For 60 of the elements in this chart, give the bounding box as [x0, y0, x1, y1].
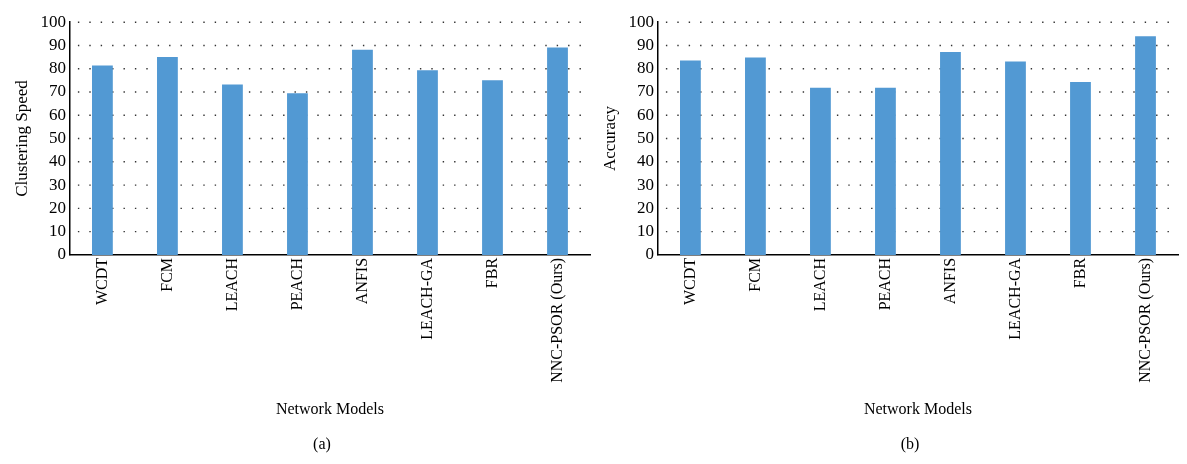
y-tick-label: 10 [636, 221, 654, 241]
y-axis-title: Clustering Speed [11, 79, 31, 197]
x-tick-label: FBR [482, 257, 500, 289]
x-tick-label: FBR [1070, 257, 1088, 289]
bar [680, 60, 701, 255]
text: (b) [899, 435, 921, 453]
y-tick-label: 50 [48, 128, 66, 148]
y-tick-label: 80 [636, 58, 654, 78]
x-tick-label: LEACH-GA [417, 257, 435, 340]
y-tick-label: 40 [48, 151, 66, 171]
y-axis-title: Accuracy [599, 105, 619, 172]
y-tick-label: 70 [48, 81, 66, 101]
bar [810, 87, 831, 255]
bar [1070, 82, 1091, 255]
x-tick-label: PEACH [875, 257, 893, 311]
x-tick-label: NNC-PSOR (Ours) [1135, 257, 1154, 383]
y-tick-label: 60 [636, 104, 654, 124]
bar [1135, 36, 1156, 255]
bar [352, 49, 373, 255]
y-tick-label: 0 [57, 244, 66, 264]
y-tick-label: 10 [48, 221, 66, 241]
x-tick-label: PEACH [287, 257, 305, 311]
bar [287, 93, 308, 255]
bar [875, 87, 896, 255]
bar [417, 70, 438, 255]
x-axis-title: Network Models [275, 399, 384, 417]
x-tick-label: ANFIS [940, 257, 958, 305]
bar [1005, 61, 1026, 255]
bar [92, 65, 113, 255]
y-tick-label: 80 [48, 58, 66, 78]
x-tick-label: FCM [745, 257, 763, 292]
y-tick-label: 70 [636, 81, 654, 101]
y-tick-label: 60 [48, 104, 66, 124]
y-tick-label: 0 [645, 244, 654, 264]
x-tick-label: LEACH-GA [1005, 257, 1023, 340]
x-tick-label: WCDT [680, 257, 698, 306]
y-tick-label: 40 [636, 151, 654, 171]
x-tick-label: LEACH [810, 257, 828, 312]
bar [940, 51, 961, 255]
x-axis-title: Network Models [863, 399, 972, 417]
text: (a) [312, 435, 332, 453]
bar [547, 47, 568, 255]
y-tick-label: 20 [48, 197, 66, 217]
x-tick-label: FCM [157, 257, 175, 292]
x-tick-label: ANFIS [352, 257, 370, 305]
y-tick-label: 100 [40, 11, 66, 31]
x-tick-label: LEACH [222, 257, 240, 312]
bar [745, 57, 766, 255]
x-tick-label: NNC-PSOR (Ours) [547, 257, 566, 383]
y-tick-label: 90 [636, 34, 654, 54]
y-tick-label: 50 [636, 128, 654, 148]
y-tick-label: 90 [48, 34, 66, 54]
y-tick-label: 30 [48, 174, 66, 194]
y-tick-label: 100 [628, 11, 654, 31]
y-tick-label: 30 [636, 174, 654, 194]
bar [157, 57, 178, 255]
bar [222, 84, 243, 255]
y-tick-label: 20 [636, 197, 654, 217]
bar [482, 80, 503, 255]
x-tick-label: WCDT [92, 257, 110, 306]
